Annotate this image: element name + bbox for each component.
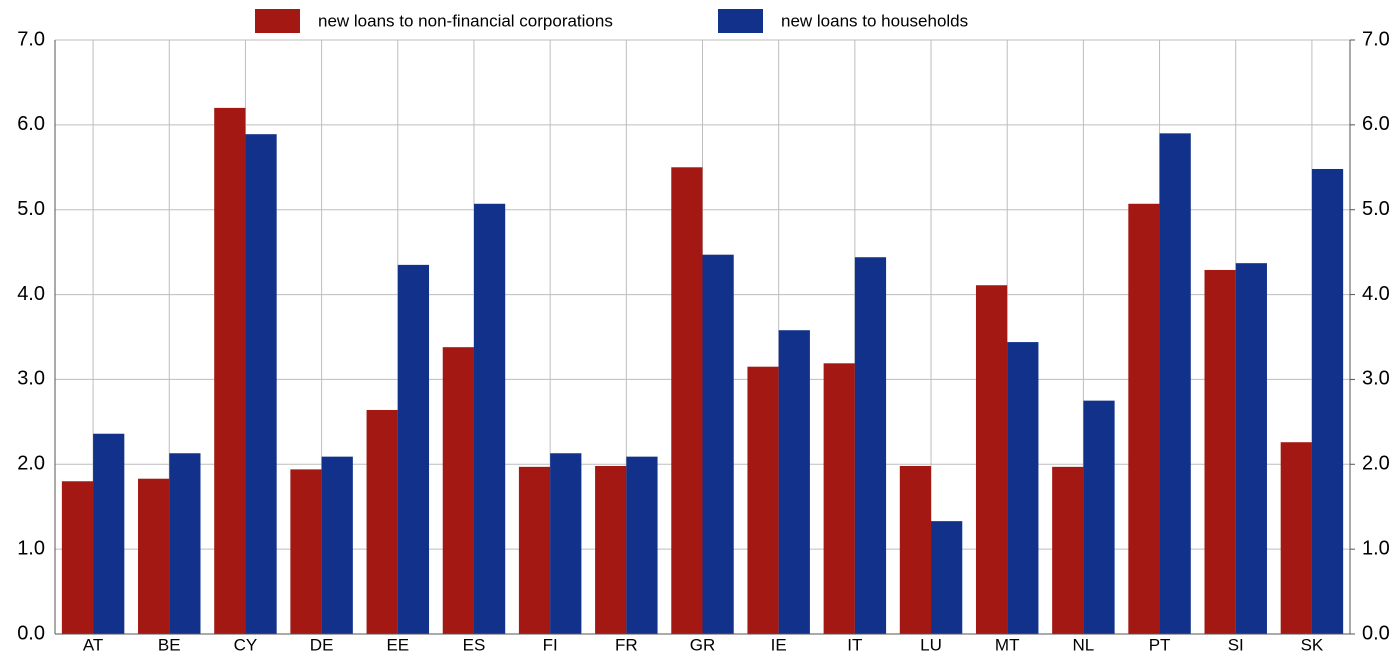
bar: [671, 167, 703, 635]
y2-tick-label: 3.0: [1362, 368, 1390, 390]
y-tick-label: 5.0: [17, 198, 45, 220]
bar: [702, 254, 734, 634]
bar: [550, 453, 582, 634]
bar: [1311, 168, 1344, 635]
legend-swatch: [718, 9, 763, 33]
bar: [1159, 133, 1191, 635]
x-tick-label: IT: [847, 635, 862, 654]
y2-tick-label: 2.0: [1362, 453, 1390, 475]
bar: [747, 366, 779, 634]
y-tick-label: 7.0: [17, 28, 45, 50]
bar: [1204, 269, 1236, 634]
y2-tick-label: 7.0: [1362, 28, 1390, 50]
bar: [595, 465, 627, 634]
x-tick-label: AT: [83, 635, 103, 654]
bar: [854, 257, 887, 634]
x-tick-label: FR: [615, 635, 638, 654]
x-tick-label: GR: [690, 635, 716, 654]
bar: [442, 347, 474, 634]
bar: [899, 465, 932, 634]
x-tick-label: LU: [920, 635, 942, 654]
bar: [61, 481, 94, 634]
x-tick-label: NL: [1073, 635, 1095, 654]
bar: [1052, 466, 1084, 634]
bar: [1083, 400, 1115, 634]
bar: [245, 134, 277, 635]
x-tick-label: MT: [995, 635, 1020, 654]
y-tick-label: 0.0: [17, 622, 45, 644]
legend-swatch: [255, 9, 300, 33]
bar: [1280, 442, 1312, 634]
bar: [931, 521, 963, 634]
x-tick-label: EE: [386, 635, 409, 654]
bar: [290, 469, 322, 634]
bar: [626, 456, 658, 634]
y2-tick-label: 0.0: [1362, 622, 1390, 644]
bar: [93, 433, 125, 634]
legend-label: new loans to non-financial corporations: [318, 11, 613, 30]
x-tick-label: FI: [543, 635, 558, 654]
bar: [321, 456, 353, 634]
y-tick-label: 4.0: [17, 283, 45, 305]
x-tick-label: ES: [463, 635, 486, 654]
bar: [214, 107, 246, 634]
y-tick-label: 3.0: [17, 368, 45, 390]
y2-tick-label: 4.0: [1362, 283, 1390, 305]
x-tick-label: DE: [310, 635, 334, 654]
x-tick-label: SK: [1301, 635, 1324, 654]
bar: [169, 453, 201, 634]
y2-tick-label: 1.0: [1362, 537, 1390, 559]
legend-label: new loans to households: [781, 11, 968, 30]
y-tick-label: 2.0: [17, 453, 45, 475]
x-tick-label: BE: [158, 635, 181, 654]
bar: [1128, 203, 1160, 634]
y2-tick-label: 6.0: [1362, 113, 1390, 135]
x-tick-label: IE: [771, 635, 787, 654]
bar: [473, 203, 506, 634]
bar: [778, 330, 810, 634]
bar: [366, 409, 398, 634]
bar: [823, 363, 855, 634]
bar: [138, 478, 170, 634]
y-tick-label: 6.0: [17, 113, 45, 135]
x-tick-label: SI: [1228, 635, 1244, 654]
bar: [518, 466, 551, 634]
y2-tick-label: 5.0: [1362, 198, 1390, 220]
bar: [975, 285, 1008, 634]
y-tick-label: 1.0: [17, 537, 45, 559]
bar: [1007, 342, 1039, 634]
x-tick-label: CY: [234, 635, 258, 654]
bar: [1235, 263, 1267, 634]
bar: [397, 264, 430, 634]
x-tick-label: PT: [1149, 635, 1171, 654]
